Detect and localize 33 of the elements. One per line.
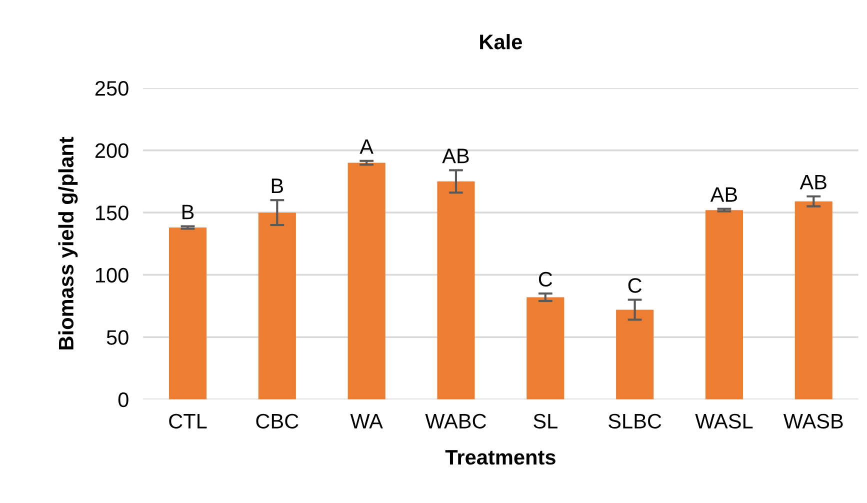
bar <box>616 310 654 400</box>
y-tick-label: 250 <box>95 81 128 96</box>
annotation: B <box>272 178 284 194</box>
annotation: AB <box>442 148 469 164</box>
annotation: B <box>182 204 194 220</box>
x-tick-label: SLBC <box>608 414 662 429</box>
bar <box>794 201 832 400</box>
bar <box>437 181 475 400</box>
y-tick-label: 150 <box>96 206 128 220</box>
annotation: C <box>628 278 642 293</box>
x-tick-label: WA <box>350 414 383 428</box>
y-tick-label: 0 <box>118 392 128 408</box>
x-tick-label: WABC <box>425 414 486 429</box>
y-tick-label: 50 <box>106 330 128 345</box>
bar <box>258 212 296 400</box>
bar <box>348 162 386 400</box>
annotation: AB <box>800 174 826 190</box>
bar <box>168 228 207 400</box>
chart-title: Kale <box>480 34 522 50</box>
x-tick-label: CBC <box>256 414 298 429</box>
y-axis-title: Biomass yield g/plant <box>58 136 78 350</box>
y-tick-label: 100 <box>96 268 128 283</box>
bar <box>705 210 743 400</box>
y-tick-label: 200 <box>95 143 128 158</box>
x-tick-label: WASL <box>695 414 753 429</box>
bar <box>526 297 564 400</box>
x-tick-label: SL <box>534 414 558 429</box>
x-tick-label: CTL <box>169 414 207 429</box>
x-axis-title: Treatments <box>445 450 556 465</box>
annotation: C <box>538 272 552 287</box>
annotation: A <box>360 139 374 154</box>
x-tick-label: WASB <box>783 414 843 429</box>
annotation: AB <box>710 187 738 202</box>
